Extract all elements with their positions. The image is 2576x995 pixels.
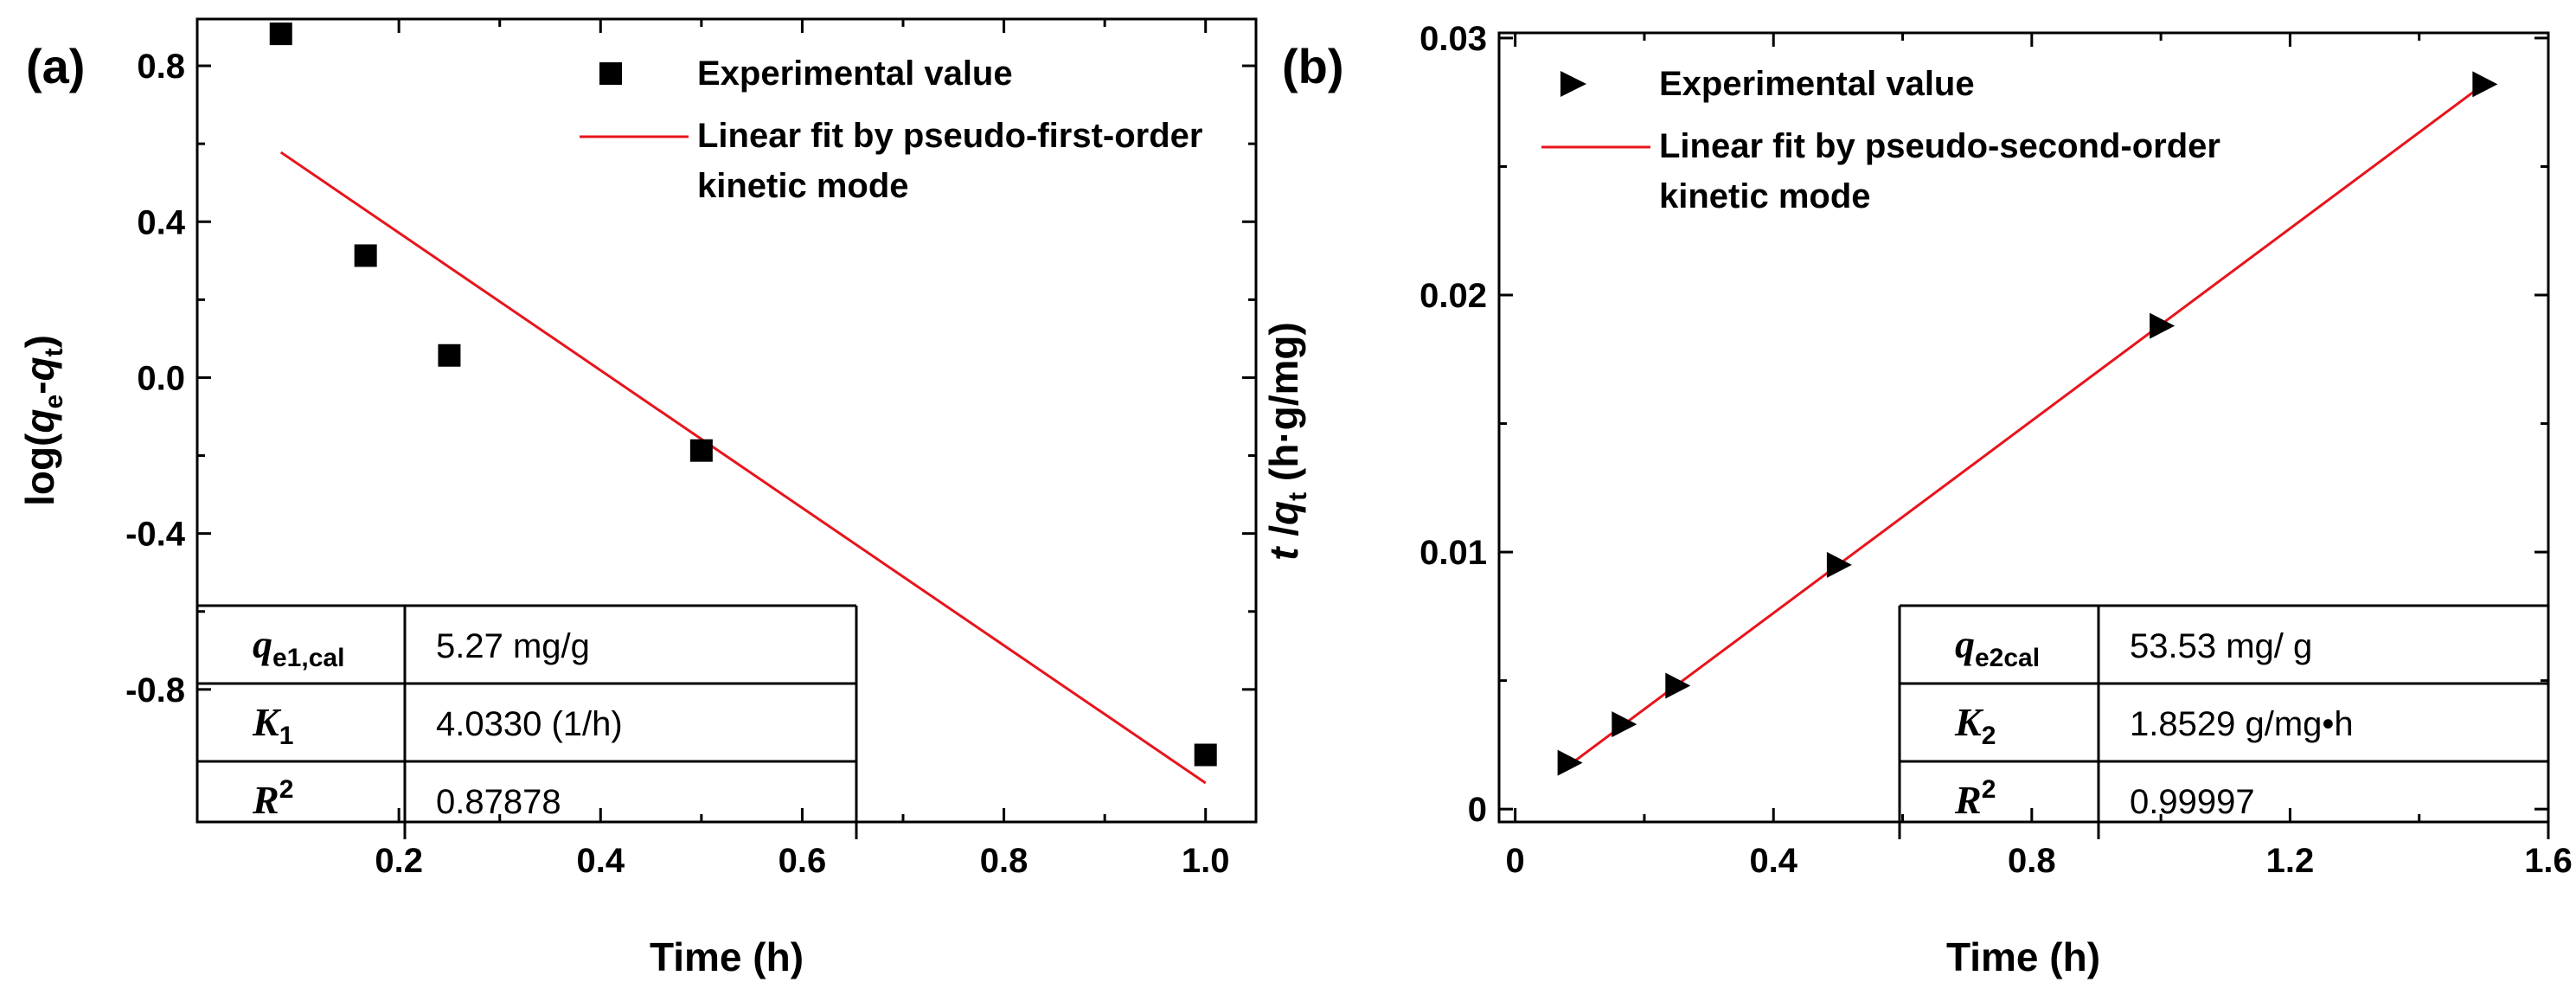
y-tick-label: 0.4	[137, 203, 185, 241]
table-value: 5.27 mg/g	[436, 627, 590, 665]
x-tick-label: 0.8	[980, 842, 1028, 880]
legend-square-marker	[599, 62, 622, 85]
parameter-table: qe1,cal 5.27 mg/g K1 4.0330 (1/h) R2 0.87878	[197, 604, 858, 839]
table-symbol: qe1,cal	[253, 622, 344, 672]
y-axis-label: t /qt (h·g/mg)	[1261, 322, 1312, 561]
data-point	[1612, 711, 1637, 738]
legend-label: kinetic mode	[697, 167, 909, 205]
x-tick-label: 0	[1506, 842, 1525, 880]
data-point	[1557, 749, 1583, 776]
x-axis-label: Time (h)	[650, 934, 804, 979]
x-tick-label: 0.2	[375, 842, 423, 880]
table-value: 4.0330 (1/h)	[436, 705, 623, 743]
data-point	[2150, 312, 2176, 339]
data-point	[269, 22, 292, 46]
table-value: 1.8529 g/mg•h	[2130, 705, 2354, 743]
x-tick-label: 0.4	[1749, 842, 1797, 880]
data-point	[2472, 71, 2498, 98]
table-symbol: qe2cal	[1955, 622, 2040, 672]
legend: Experimental value Linear fit by pseudo-f…	[580, 55, 1203, 205]
data-point	[354, 244, 377, 267]
chart-panel-a: 0.2 0.4 0.6 0.8 1.0 -0.8 -0.4 0.0 0.4 0.8 Experime…	[17, 17, 1258, 979]
y-tick-label: 0	[1468, 791, 1487, 829]
panel-label: (b)	[1282, 39, 1344, 93]
x-tick-label: 1.6	[2524, 842, 2573, 880]
y-tick-label: -0.8	[125, 671, 185, 709]
y-tick-label: 0.01	[1419, 534, 1487, 572]
legend-label: Linear fit by pseudo-second-order	[1659, 127, 2220, 165]
legend-label: Experimental value	[697, 55, 1013, 93]
data-point	[689, 439, 713, 462]
table-symbol: K1	[252, 700, 293, 750]
table-symbol: R2	[1954, 775, 1996, 822]
table-value: 0.99997	[2130, 783, 2255, 821]
y-tick-label: -0.4	[125, 516, 186, 554]
x-tick-label: 0.8	[2008, 842, 2056, 880]
data-point	[1826, 551, 1852, 578]
fit-line	[1567, 83, 2485, 767]
legend: Experimental value Linear fit by pseudo-s…	[1541, 65, 2220, 215]
x-tick-label: 0.6	[779, 842, 827, 880]
legend-label: kinetic mode	[1659, 177, 1871, 215]
plot-frame	[1497, 31, 2550, 824]
x-tick-label: 1.2	[2266, 842, 2315, 880]
x-tick-label: 0.4	[576, 842, 625, 880]
plot-frame	[195, 17, 1258, 824]
y-tick-label: 0.02	[1419, 277, 1487, 315]
legend-triangle-marker	[1560, 71, 1586, 97]
x-axis-label: Time (h)	[1946, 934, 2100, 979]
table-symbol: R2	[252, 775, 293, 822]
chart-panel-b: 0 0.4 0.8 1.2 1.6 0 0.01 0.02 0.03 Experimental v…	[1261, 20, 2573, 979]
fit-line	[279, 151, 1207, 785]
y-tick-label: 0.0	[137, 359, 185, 397]
legend-label: Linear fit by pseudo-first-order	[697, 117, 1203, 155]
data-point	[1665, 672, 1691, 699]
parameter-table: qe2cal 53.53 mg/ g K2 1.8529 g/mg•h R2 0.9999…	[1898, 604, 2550, 839]
table-symbol: K2	[1954, 700, 1996, 750]
table-value: 53.53 mg/ g	[2130, 627, 2312, 665]
x-tick-label: 1.0	[1182, 842, 1230, 880]
y-axis-label: log(qe-qt)	[17, 335, 68, 506]
y-tick-label: 0.8	[137, 48, 185, 86]
data-point	[1194, 743, 1217, 767]
legend-label: Experimental value	[1659, 65, 1975, 103]
table-value: 0.87878	[436, 783, 561, 821]
panel-label: (a)	[26, 39, 85, 93]
y-tick-label: 0.03	[1419, 20, 1487, 58]
data-point	[438, 343, 461, 367]
